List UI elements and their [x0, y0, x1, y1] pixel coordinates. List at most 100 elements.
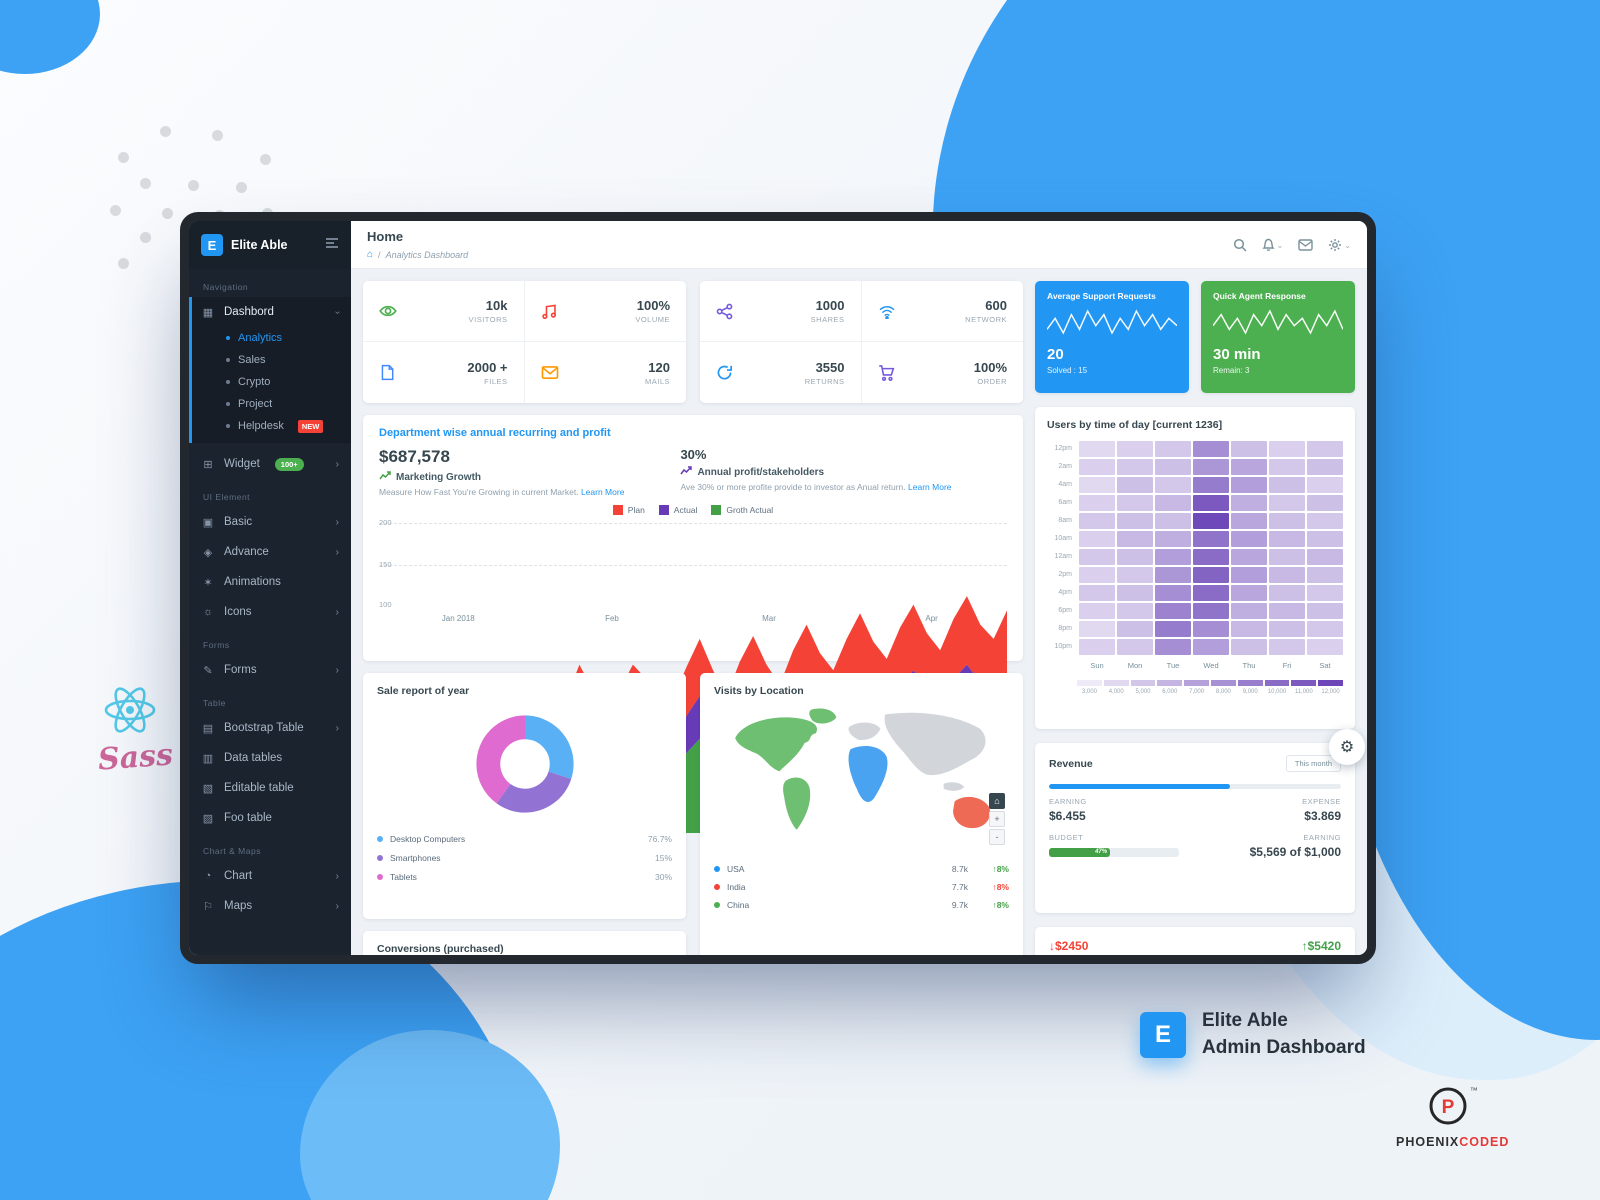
heatmap-cell — [1269, 513, 1305, 529]
sidebar-item-sales[interactable]: Sales — [192, 349, 351, 371]
legend-pct: 30% — [654, 871, 672, 882]
heatmap-cell — [1155, 567, 1191, 583]
country-pct: ↑8% — [992, 900, 1009, 910]
learn-more-link[interactable]: Learn More — [580, 487, 625, 497]
country-pct: ↑8% — [992, 864, 1009, 874]
heatmap-cell — [1193, 513, 1229, 529]
heatmap-row-label: 12pm — [1054, 445, 1072, 452]
stat-label: SHARES — [810, 315, 845, 324]
sidebar-item-forms[interactable]: ✎ Forms › — [189, 655, 351, 685]
heatmap-cell — [1231, 459, 1267, 475]
sidebar-item-chart[interactable]: ◔ Chart › — [189, 861, 351, 891]
map-zoom-in-button[interactable]: + — [989, 811, 1005, 827]
map-region-africa[interactable] — [848, 745, 888, 803]
sidebar-item-icons[interactable]: ☼ Icons › — [189, 597, 351, 627]
breadcrumb: ⌂ / Analytics Dashboard — [367, 249, 468, 260]
dashboard-icon: ▦ — [202, 306, 214, 319]
hamburger-icon[interactable] — [325, 236, 339, 254]
sidebar-logo[interactable]: E Elite Able — [189, 221, 351, 269]
sidebar-item-helpdesk[interactable]: Helpdesk NEW — [192, 415, 351, 437]
heatmap-cell — [1193, 621, 1229, 637]
heatmap-row-label: 12am — [1054, 553, 1072, 560]
country-dot — [714, 866, 720, 872]
sidebar-item-maps[interactable]: ⚐ Maps › — [189, 891, 351, 921]
heatmap-cell — [1079, 459, 1115, 475]
heatmap-cell — [1117, 477, 1153, 493]
heatmap-cell — [1269, 639, 1305, 655]
legend-dot — [377, 835, 383, 842]
chevron-right-icon: › — [335, 664, 339, 676]
settings-gear-icon[interactable]: ⌄ — [1328, 238, 1351, 252]
heatmap-cell — [1193, 549, 1229, 565]
agent-sparkline — [1212, 309, 1344, 335]
heatmap-cell — [1193, 441, 1229, 457]
map-region-asia[interactable] — [884, 712, 986, 776]
heatmap-cell — [1231, 477, 1267, 493]
stat-value: 10k — [485, 298, 508, 313]
map-zoom-out-button[interactable]: - — [989, 829, 1005, 845]
stats-card-2: 1000 SHARES 600 NETWORK 3550 RETURNS 100% OR… — [700, 281, 1023, 403]
world-map: ⌂ + - — [714, 705, 1009, 860]
heatmap-legend-step: 4,000 — [1103, 680, 1129, 695]
mail-icon[interactable] — [1298, 239, 1313, 251]
sidebar-sub-label: Project — [238, 398, 273, 410]
map-region-greenland[interactable] — [809, 708, 837, 724]
breadcrumb-page[interactable]: Analytics Dashboard — [385, 249, 469, 260]
heatmap-cell — [1079, 549, 1115, 565]
heatmap-cell — [1269, 585, 1305, 601]
heatmap-cell — [1155, 585, 1191, 601]
country-dot — [714, 902, 720, 908]
sidebar-item-crypto[interactable]: Crypto — [192, 371, 351, 393]
stat-value: 1000 — [815, 298, 845, 313]
heatmap-cell — [1079, 603, 1115, 619]
sidebar-item-label: Data tables — [224, 752, 283, 764]
main-content: 10k VISITORS 100% VOLUME 2000 + FILES 120 MA… — [351, 269, 1367, 955]
trend-up-icon — [379, 471, 391, 483]
map-region-north-america[interactable] — [735, 717, 818, 772]
heatmap-cell — [1079, 513, 1115, 529]
animations-icon: ✶ — [203, 576, 213, 589]
heatmap-cell — [1117, 567, 1153, 583]
sidebar-item-editable-table[interactable]: ▧ Editable table — [189, 773, 351, 803]
sidebar-item-widget[interactable]: ⊞ Widget 100+ › — [189, 449, 351, 479]
sidebar-item-label: Chart — [224, 870, 253, 882]
breadcrumb-separator: / — [378, 249, 381, 260]
sidebar-item-advance[interactable]: ◈ Advance › — [189, 537, 351, 567]
legend-dot — [377, 854, 383, 861]
sidebar-item-bootstrap-table[interactable]: ▤ Bootstrap Table › — [189, 713, 351, 743]
sidebar-item-project[interactable]: Project — [192, 393, 351, 415]
x-tick: Mar — [762, 614, 776, 623]
heatmap-cell — [1269, 495, 1305, 511]
sidebar-section-forms: Forms — [203, 640, 230, 650]
search-icon[interactable] — [1233, 238, 1247, 252]
bullet-icon — [226, 380, 230, 384]
chevron-right-icon: › — [335, 606, 339, 618]
heatmap-legend-step: 9,000 — [1237, 680, 1263, 695]
card-title: Revenue — [1049, 757, 1093, 770]
map-region-south-america[interactable] — [783, 777, 811, 830]
trend-up-icon — [680, 466, 693, 478]
heatmap-cell — [1231, 549, 1267, 565]
profit-value: 30% — [680, 447, 707, 462]
users-heatmap: 12pm 2am 4am 6am 8am 10am 12am 2pm 4pm 6pm 8pm 10pm… — [1047, 441, 1343, 670]
sidebar-item-dashboard[interactable]: ▦ Dashbord › — [192, 297, 351, 327]
sidebar-sub-label: Analytics — [238, 332, 283, 344]
sidebar-item-data-tables[interactable]: ▥ Data tables — [189, 743, 351, 773]
settings-fab-gear-icon[interactable]: ⚙ — [1329, 729, 1365, 765]
sidebar-item-foo-table[interactable]: ▨ Foo table — [189, 803, 351, 833]
legend-label: Plan — [627, 505, 645, 515]
home-icon[interactable]: ⌂ — [367, 249, 374, 260]
heatmap-cell — [1193, 477, 1229, 493]
table-icon: ▤ — [202, 722, 214, 735]
learn-more-link[interactable]: Learn More — [908, 482, 952, 492]
stat-network: 600 NETWORK — [861, 281, 1023, 342]
heatmap-legend-step: 5,000 — [1130, 680, 1156, 695]
sidebar-item-analytics[interactable]: Analytics — [192, 327, 351, 349]
sidebar-item-basic[interactable]: ▣ Basic › — [189, 507, 351, 537]
sidebar-item-animations[interactable]: ✶ Animations — [189, 567, 351, 597]
map-home-button[interactable]: ⌂ — [989, 793, 1005, 809]
map-region-australia[interactable] — [953, 796, 991, 829]
map-region-europe[interactable] — [848, 722, 881, 741]
map-region-indonesia[interactable] — [943, 782, 965, 791]
notifications-bell-icon[interactable]: ⌄ — [1261, 238, 1283, 252]
